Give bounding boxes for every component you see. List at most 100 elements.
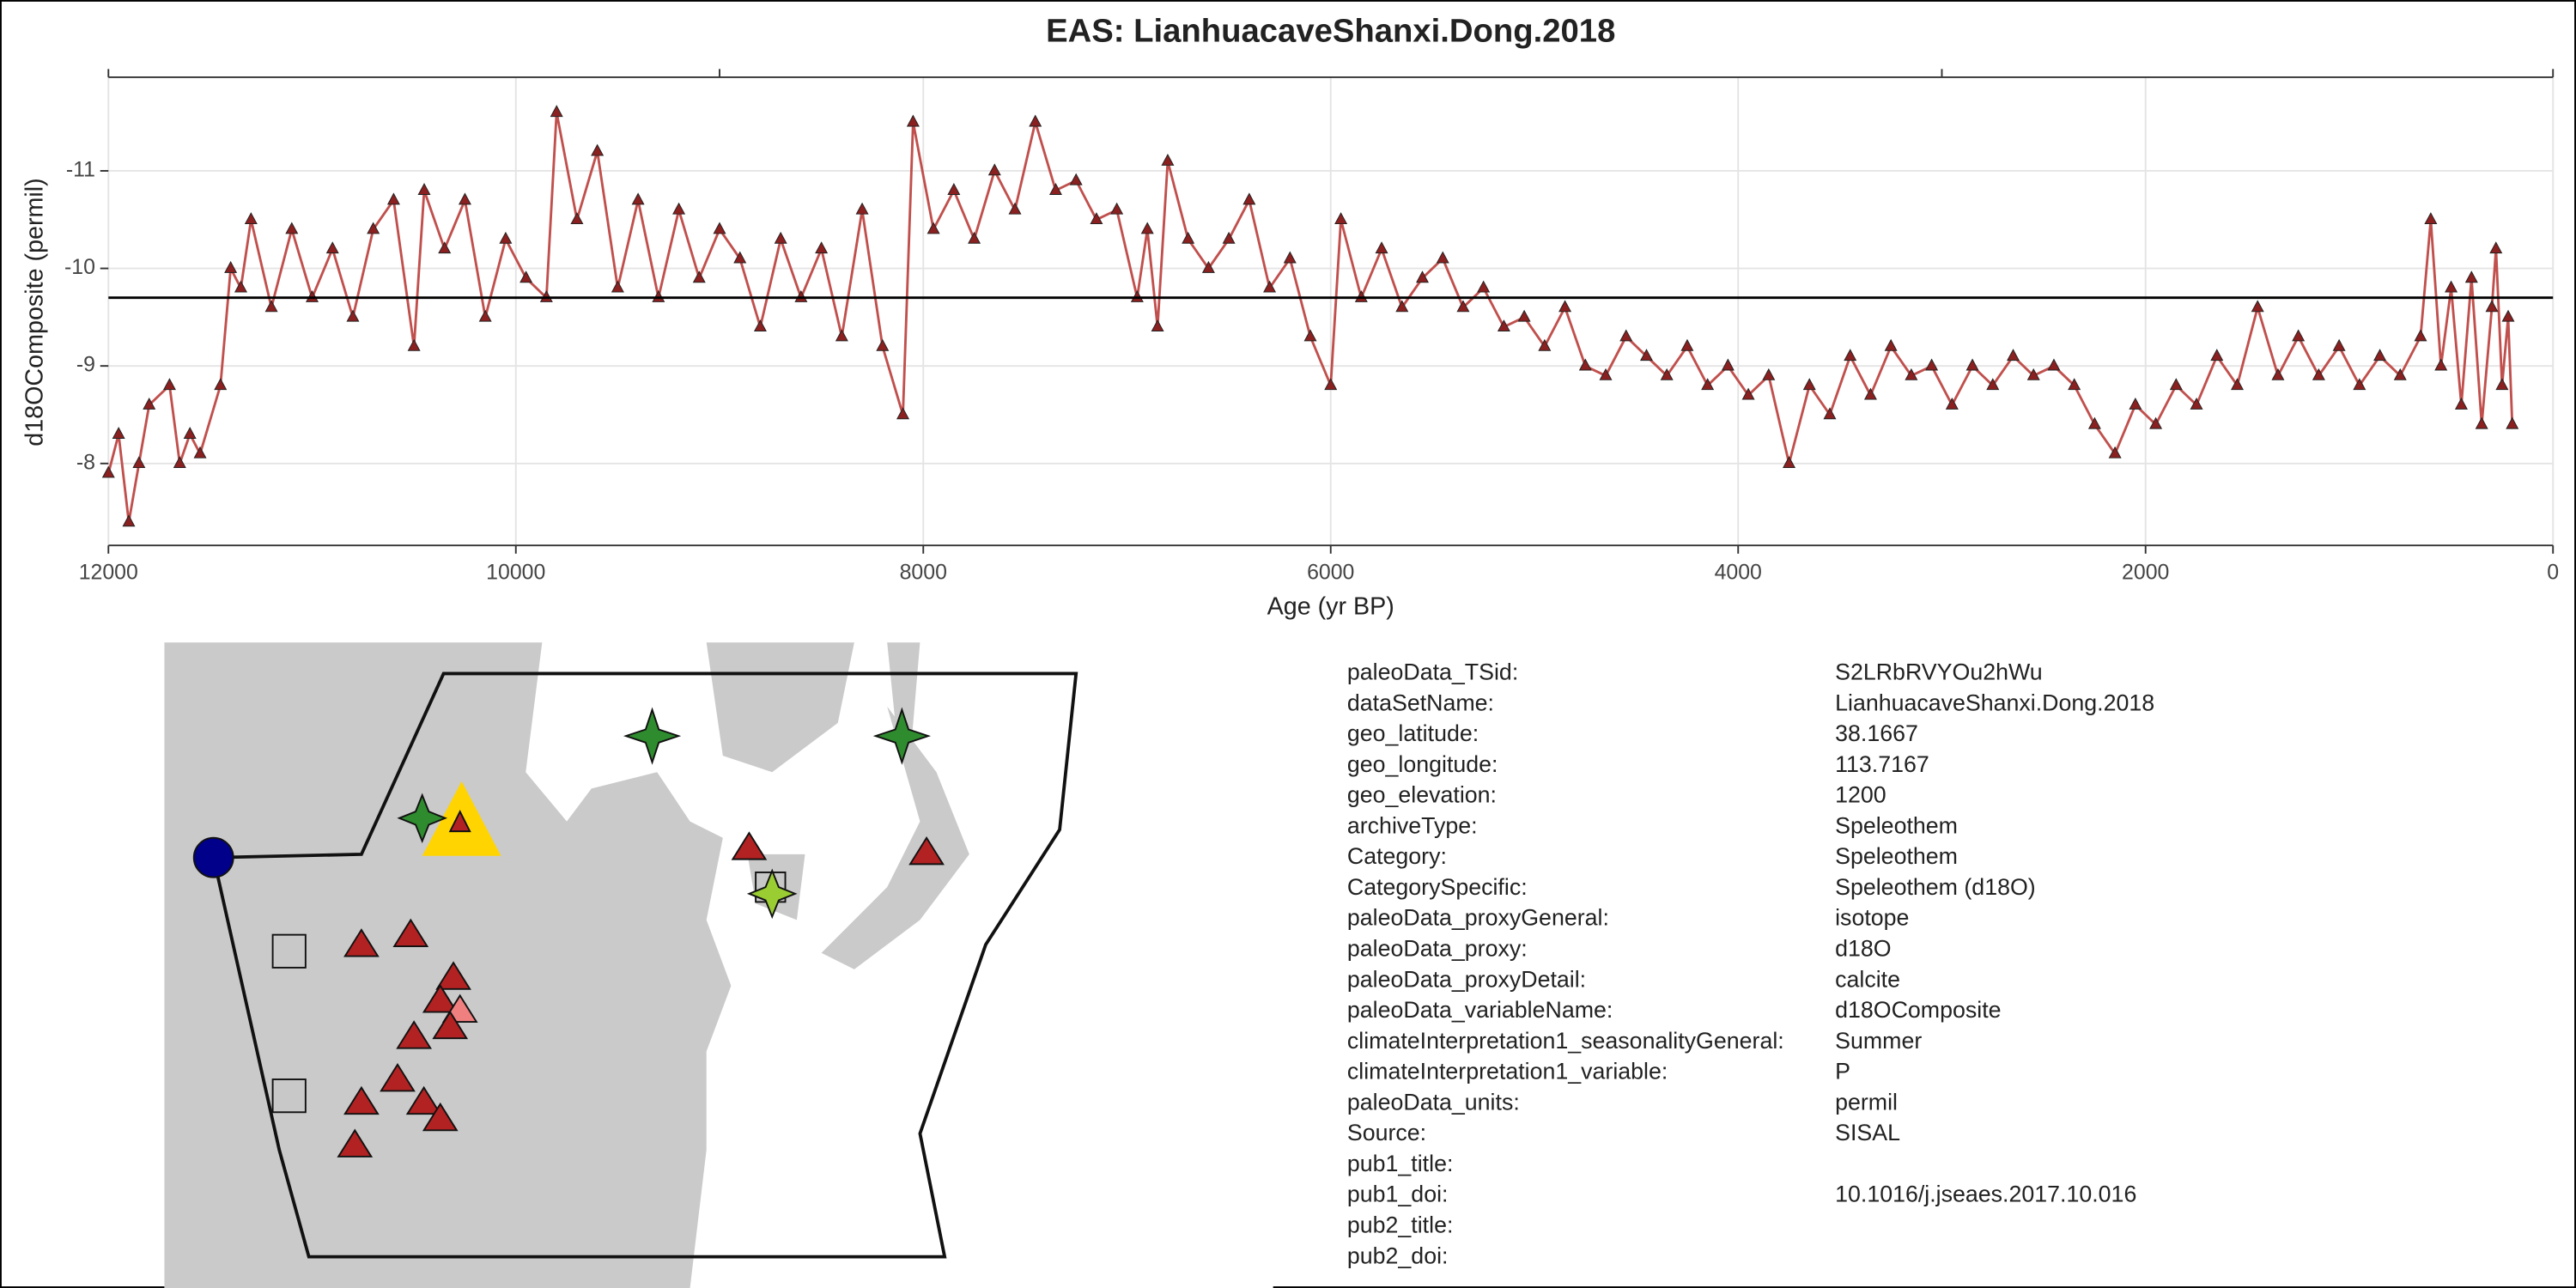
data-point [2149, 416, 2163, 429]
meta-key: paleoData_proxyDetail: [1347, 966, 1586, 992]
data-point [1048, 183, 1062, 195]
data-point [1884, 338, 1898, 351]
data-point [1680, 338, 1694, 351]
data-point [2087, 416, 2101, 429]
data-point [143, 397, 156, 410]
data-point [2026, 368, 2040, 380]
data-point [183, 427, 197, 439]
data-point [692, 270, 706, 283]
data-point [1416, 270, 1430, 283]
meta-key: geo_longitude: [1347, 751, 1498, 777]
meta-key: CategorySpecific: [1347, 874, 1528, 900]
data-point [987, 163, 1001, 176]
data-point [224, 260, 238, 273]
data-point [1517, 309, 1531, 322]
meta-key: paleoData_TSid: [1347, 659, 1518, 685]
data-point [1925, 358, 1939, 371]
data-point [1721, 358, 1735, 371]
data-point [1762, 368, 1776, 380]
data-point [162, 378, 176, 391]
data-point [2068, 378, 2081, 391]
x-tick-label: 12000 [79, 560, 138, 584]
data-point [1263, 280, 1277, 293]
data-point [478, 309, 492, 322]
data-point [2434, 358, 2448, 371]
data-point [346, 309, 360, 322]
data-point [458, 192, 471, 205]
data-point [407, 338, 421, 351]
data-point [631, 192, 645, 205]
data-point [2312, 368, 2325, 380]
meta-value: P [1835, 1059, 1850, 1084]
meta-key: paleoData_variableName: [1347, 997, 1613, 1023]
meta-value: LianhuacaveShanxi.Dong.2018 [1835, 690, 2154, 715]
data-point [1456, 300, 1470, 313]
data-point [1639, 349, 1653, 361]
data-point [1497, 319, 1510, 332]
data-point [1802, 378, 1816, 391]
data-point [1538, 338, 1552, 351]
data-point [968, 231, 981, 244]
data-point [2210, 349, 2224, 361]
x-tick-label: 0 [2547, 560, 2559, 584]
meta-value: 113.7167 [1835, 751, 1929, 777]
data-point [122, 514, 136, 527]
data-point [815, 241, 829, 254]
meta-value: d18O [1835, 936, 1891, 962]
data-point [2292, 329, 2306, 342]
data-point [386, 192, 400, 205]
data-point [2251, 300, 2264, 313]
data-point [2506, 416, 2519, 429]
data-point [2169, 378, 2183, 391]
data-point [855, 202, 869, 215]
data-point [2047, 358, 2061, 371]
meta-key: pub2_doi: [1347, 1242, 1449, 1268]
meta-value: d18OComposite [1835, 997, 2001, 1023]
data-point [672, 202, 686, 215]
data-point [1029, 114, 1042, 127]
x-tick-label: 10000 [486, 560, 545, 584]
y-tick-label: -10 [64, 255, 95, 279]
data-point [519, 270, 533, 283]
meta-value: Speleothem (d18O) [1835, 874, 2036, 900]
data-point [1905, 368, 1918, 380]
data-point [947, 183, 961, 195]
data-point [499, 231, 513, 244]
meta-key: pub1_doi: [1347, 1182, 1449, 1207]
chart-title: EAS: LianhuacaveShanxi.Dong.2018 [1046, 12, 1615, 49]
data-point [2445, 280, 2458, 293]
data-point [1140, 222, 1154, 234]
meta-value: permil [1835, 1089, 1898, 1115]
meta-key: geo_elevation: [1347, 782, 1497, 808]
data-point [1201, 260, 1215, 273]
data-point [591, 143, 605, 156]
data-point [2414, 329, 2427, 342]
data-point [325, 241, 339, 254]
data-point [2485, 300, 2499, 313]
data-point [2271, 368, 2285, 380]
data-point [2007, 349, 2020, 361]
data-point [193, 446, 207, 459]
data-point [2495, 378, 2509, 391]
meta-key: archiveType: [1347, 812, 1478, 838]
data-point [1823, 407, 1837, 420]
data-point [1324, 378, 1338, 391]
data-point [2489, 241, 2503, 254]
x-axis-label: Age (yr BP) [1267, 592, 1394, 620]
meta-key: dataSetName: [1347, 690, 1494, 715]
meta-key: climateInterpretation1_variable: [1347, 1059, 1668, 1084]
map [164, 642, 1273, 1288]
y-tick-label: -9 [76, 353, 95, 377]
x-tick-label: 8000 [900, 560, 947, 584]
data-point [1375, 241, 1388, 254]
data-point [2230, 378, 2244, 391]
meta-value: isotope [1835, 905, 1909, 931]
data-point [550, 105, 563, 118]
data-point [1783, 456, 1796, 469]
data-point [1283, 251, 1297, 264]
data-point [1599, 368, 1613, 380]
data-point [2454, 397, 2468, 410]
meta-key: paleoData_proxyGeneral: [1347, 905, 1609, 931]
